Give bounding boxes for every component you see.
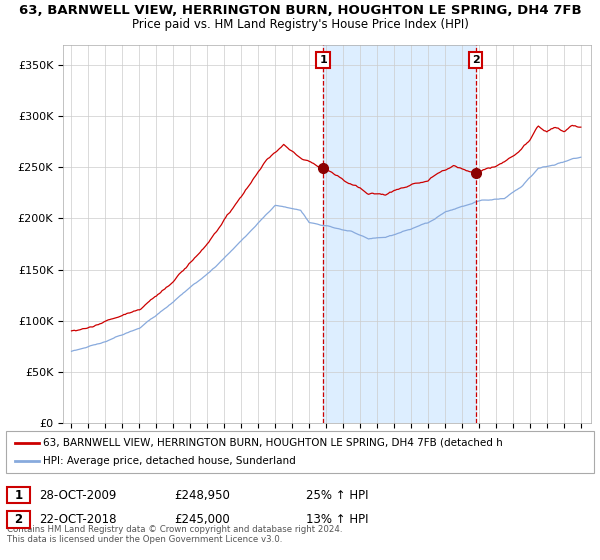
Bar <box>323 45 476 423</box>
Text: 28-OCT-2009: 28-OCT-2009 <box>39 488 116 502</box>
Text: 22-OCT-2018: 22-OCT-2018 <box>39 512 116 526</box>
Text: 13% ↑ HPI: 13% ↑ HPI <box>306 512 368 526</box>
Text: £248,950: £248,950 <box>174 488 230 502</box>
Text: 25% ↑ HPI: 25% ↑ HPI <box>306 488 368 502</box>
Text: 1: 1 <box>14 488 23 502</box>
Text: Price paid vs. HM Land Registry's House Price Index (HPI): Price paid vs. HM Land Registry's House … <box>131 18 469 31</box>
Text: 1: 1 <box>319 55 327 65</box>
Text: 63, BARNWELL VIEW, HERRINGTON BURN, HOUGHTON LE SPRING, DH4 7FB (detached h: 63, BARNWELL VIEW, HERRINGTON BURN, HOUG… <box>43 438 503 448</box>
Text: 63, BARNWELL VIEW, HERRINGTON BURN, HOUGHTON LE SPRING, DH4 7FB: 63, BARNWELL VIEW, HERRINGTON BURN, HOUG… <box>19 4 581 17</box>
Text: HPI: Average price, detached house, Sunderland: HPI: Average price, detached house, Sund… <box>43 456 296 466</box>
Text: Contains HM Land Registry data © Crown copyright and database right 2024.
This d: Contains HM Land Registry data © Crown c… <box>7 525 343 544</box>
Text: £245,000: £245,000 <box>174 512 230 526</box>
Text: 2: 2 <box>14 512 23 526</box>
Text: 2: 2 <box>472 55 479 65</box>
